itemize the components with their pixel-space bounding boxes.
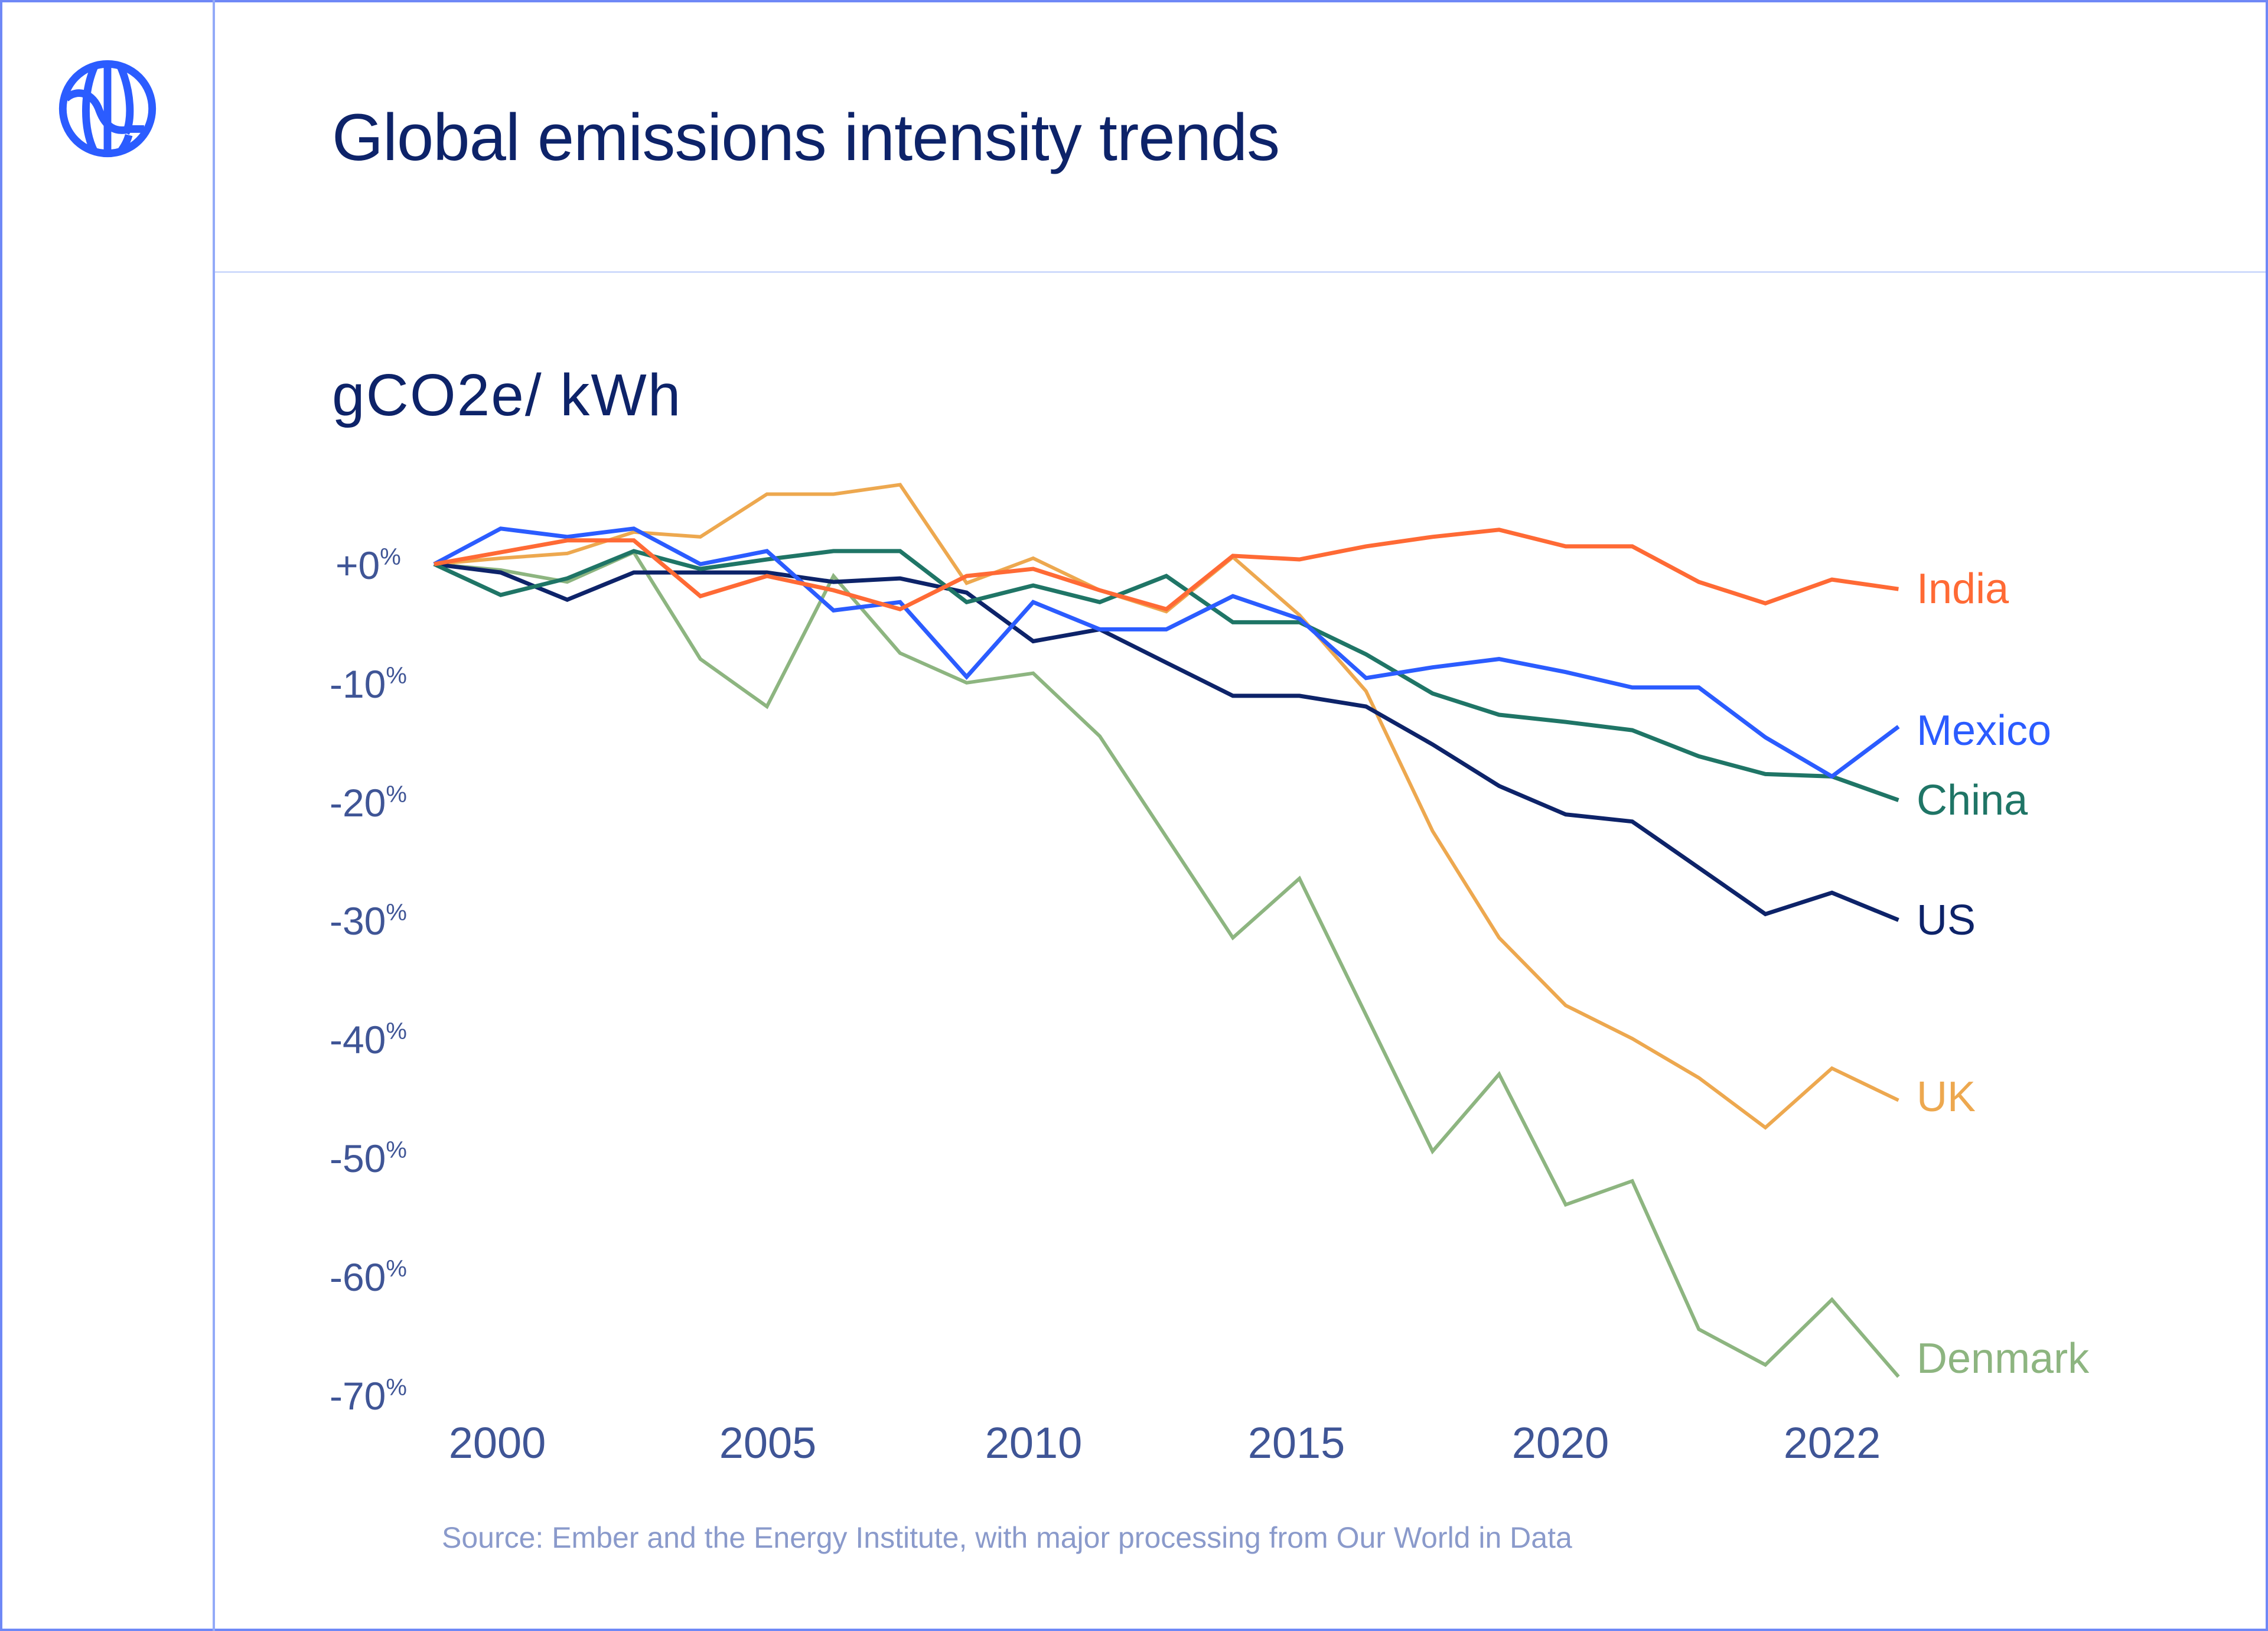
series-label-india: India <box>1917 565 2009 613</box>
y-tick-unit: % <box>386 1255 407 1282</box>
y-tick-unit: % <box>386 1374 407 1401</box>
x-tick-label: 2005 <box>719 1418 817 1467</box>
y-tick-value: +0 <box>335 543 380 587</box>
x-tick-label: 2022 <box>1783 1418 1881 1467</box>
series-label-us: US <box>1917 897 1976 944</box>
y-tick-label: -30% <box>330 898 407 943</box>
globe-icon <box>57 58 158 159</box>
y-tick-unit: % <box>386 662 407 689</box>
y-tick-label: -50% <box>330 1136 407 1181</box>
x-tick-label: 2010 <box>985 1418 1083 1467</box>
y-tick-unit: % <box>380 544 401 570</box>
x-tick-label: 2015 <box>1247 1418 1345 1467</box>
y-tick-label: -40% <box>330 1017 407 1062</box>
y-tick-label: -20% <box>330 780 407 825</box>
y-tick-unit: % <box>386 781 407 808</box>
page-title: Global emissions intensity trends <box>332 100 1280 174</box>
y-tick-label: +0% <box>335 543 401 588</box>
y-tick-value: -40 <box>330 1018 386 1062</box>
y-tick-label: -70% <box>330 1373 407 1418</box>
y-tick-value: -30 <box>330 899 386 943</box>
chart-subtitle: gCO2e/ kWh <box>332 362 682 428</box>
x-tick-label: 2000 <box>448 1418 546 1467</box>
series-label-denmark: Denmark <box>1917 1335 2090 1382</box>
y-tick-unit: % <box>386 900 407 926</box>
header-divider <box>215 271 2266 273</box>
series-label-mexico: Mexico <box>1917 707 2052 754</box>
y-tick-label: -60% <box>330 1255 407 1300</box>
source-note: Source: Ember and the Energy Institute, … <box>442 1521 1572 1554</box>
y-tick-value: -60 <box>330 1255 386 1299</box>
y-tick-unit: % <box>386 1018 407 1045</box>
series-label-uk: UK <box>1917 1073 1976 1121</box>
y-tick-label: -10% <box>330 662 407 707</box>
y-tick-value: -10 <box>330 662 386 706</box>
y-tick-value: -20 <box>330 780 386 825</box>
series-label-china: China <box>1917 777 2028 824</box>
sidebar-divider <box>213 0 215 1631</box>
x-tick-label: 2020 <box>1511 1418 1609 1467</box>
y-tick-unit: % <box>386 1137 407 1163</box>
y-tick-value: -50 <box>330 1137 386 1180</box>
y-tick-value: -70 <box>330 1373 386 1418</box>
